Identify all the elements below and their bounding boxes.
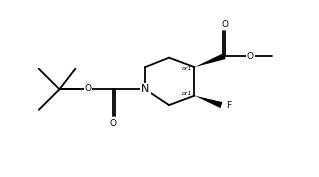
Text: O: O (110, 119, 117, 128)
Polygon shape (195, 53, 226, 67)
Text: or1: or1 (182, 66, 192, 71)
Text: O: O (85, 84, 92, 93)
Text: F: F (226, 101, 231, 110)
Text: N: N (141, 84, 149, 94)
Text: or1: or1 (182, 91, 192, 96)
Polygon shape (195, 96, 222, 108)
Text: O: O (247, 52, 254, 61)
Text: O: O (221, 20, 228, 29)
